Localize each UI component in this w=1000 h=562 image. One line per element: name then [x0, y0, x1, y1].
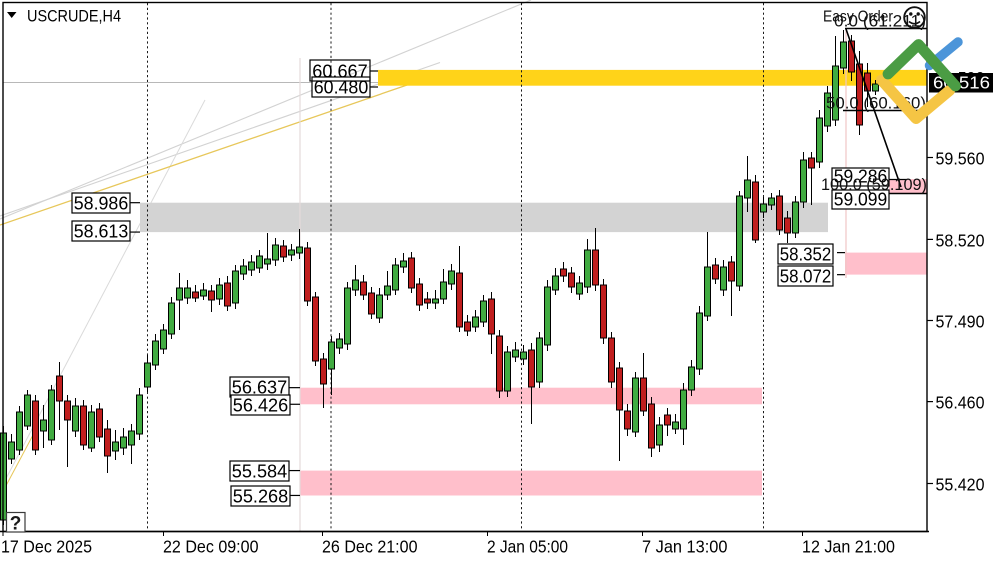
svg-text:26 Dec 21:00: 26 Dec 21:00	[322, 537, 418, 557]
svg-text:55.420: 55.420	[936, 475, 985, 495]
svg-text:USCRUDE,H4: USCRUDE,H4	[27, 7, 121, 26]
svg-text:56.460: 56.460	[936, 393, 985, 413]
svg-text:58.072: 58.072	[780, 266, 832, 287]
svg-text:100.0 (59.109): 100.0 (59.109)	[821, 176, 927, 194]
svg-text:17 Dec 2025: 17 Dec 2025	[1, 537, 92, 557]
svg-text:60.667: 60.667	[312, 61, 368, 82]
svg-text:7 Jan 13:00: 7 Jan 13:00	[642, 537, 728, 557]
svg-text:55.584: 55.584	[232, 461, 288, 482]
svg-text:59.099: 59.099	[834, 189, 888, 210]
svg-text:Easy Order: Easy Order	[823, 9, 894, 26]
svg-text:56.637: 56.637	[232, 377, 288, 398]
svg-text:22 Dec 09:00: 22 Dec 09:00	[163, 537, 259, 557]
svg-text:56.426: 56.426	[233, 395, 289, 416]
svg-text:?: ?	[10, 514, 22, 535]
svg-text:57.490: 57.490	[936, 312, 985, 332]
svg-text:58.520: 58.520	[936, 230, 985, 250]
svg-text:59.560: 59.560	[936, 149, 985, 169]
svg-text:2 Jan 05:00: 2 Jan 05:00	[487, 537, 568, 557]
svg-text:12 Jan 21:00: 12 Jan 21:00	[802, 537, 895, 557]
svg-text:59.286: 59.286	[834, 166, 888, 187]
svg-text:58.613: 58.613	[74, 221, 129, 242]
svg-text:55.268: 55.268	[233, 486, 289, 507]
svg-text:58.352: 58.352	[780, 244, 832, 265]
svg-text:60.480: 60.480	[314, 77, 369, 98]
svg-text:0.0 (61.211): 0.0 (61.211)	[834, 13, 926, 31]
svg-text:58.986: 58.986	[74, 193, 129, 214]
